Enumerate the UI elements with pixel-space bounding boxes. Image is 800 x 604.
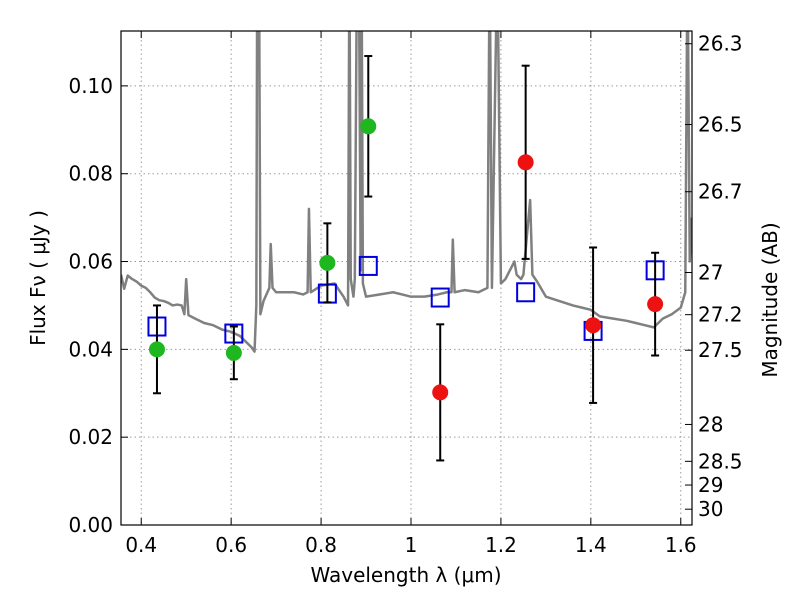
x-tick-label: 0.8 <box>305 533 337 557</box>
y2-tick-label: 28.5 <box>698 449 743 473</box>
y2-tick-label: 26.7 <box>698 180 743 204</box>
y-tick-label: 0.06 <box>68 250 113 274</box>
observed-point <box>585 317 602 334</box>
y2-axis-title: Magnitude (AB) <box>758 222 782 377</box>
x-tick-label: 1 <box>405 533 418 557</box>
y2-tick-label: 27.5 <box>698 338 743 362</box>
observed-point <box>432 384 449 401</box>
observed-point <box>517 154 534 171</box>
plot-frame <box>120 30 693 526</box>
observed-point <box>647 296 664 313</box>
model-point-square <box>358 255 378 276</box>
y-tick-label: 0.10 <box>68 74 113 98</box>
model-point-square <box>430 287 450 308</box>
y-tick-label: 0.08 <box>68 162 113 186</box>
model-point-square <box>516 282 536 303</box>
x-axis-title: Wavelength λ (μm) <box>310 563 501 587</box>
y2-tick-label: 30 <box>698 497 723 521</box>
x-tick-label: 1.2 <box>485 533 517 557</box>
observed-point <box>225 344 242 361</box>
observed-point <box>319 254 336 271</box>
x-tick-label: 0.6 <box>215 533 247 557</box>
y2-tick-label: 28 <box>698 412 723 436</box>
x-tick-label: 0.4 <box>125 533 157 557</box>
y2-tick-label: 27 <box>698 261 723 285</box>
y2-tick-label: 29 <box>698 473 723 497</box>
y-tick-label: 0.02 <box>68 425 113 449</box>
x-tick-label: 1.6 <box>665 533 697 557</box>
y-axis-title: Flux Fν ( μJy ) <box>26 210 50 346</box>
tick-layer: 0.4 0.6 0.8 1 1.2 1.4 1.6 0.00 0.02 0.04 0.06 0.08 0… <box>68 31 743 557</box>
observed-point <box>148 341 165 358</box>
y2-tick-label: 26.3 <box>698 32 743 56</box>
spectrum-line <box>121 31 692 353</box>
y2-tick-label: 27.2 <box>698 303 743 327</box>
y2-tick-label: 26.5 <box>698 113 743 137</box>
y-tick-label: 0.00 <box>68 513 113 537</box>
observed-point <box>360 118 377 135</box>
y-tick-label: 0.04 <box>68 337 113 361</box>
data-layer <box>121 31 692 462</box>
x-tick-label: 1.4 <box>575 533 607 557</box>
